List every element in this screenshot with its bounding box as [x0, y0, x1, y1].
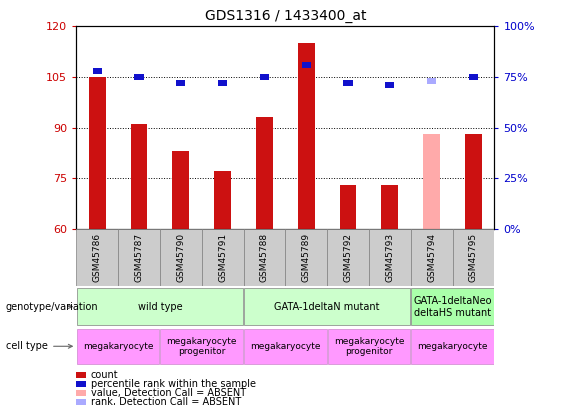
- Bar: [344, 80, 353, 86]
- Text: genotype/variation: genotype/variation: [6, 302, 98, 311]
- Text: GSM45793: GSM45793: [385, 232, 394, 282]
- Bar: [465, 134, 482, 229]
- Bar: [77, 288, 243, 325]
- Bar: [298, 43, 315, 229]
- Text: GSM45788: GSM45788: [260, 232, 269, 282]
- Bar: [469, 74, 478, 80]
- Bar: [260, 74, 269, 80]
- Bar: [244, 288, 410, 325]
- Text: megakaryocyte
progenitor: megakaryocyte progenitor: [167, 337, 237, 356]
- Bar: [244, 229, 285, 286]
- Bar: [285, 229, 327, 286]
- Text: GATA-1deltaNeo
deltaHS mutant: GATA-1deltaNeo deltaHS mutant: [414, 296, 492, 318]
- Bar: [131, 124, 147, 229]
- Bar: [327, 229, 369, 286]
- Text: GSM45791: GSM45791: [218, 232, 227, 282]
- Text: GSM45792: GSM45792: [344, 233, 353, 281]
- Text: GSM45787: GSM45787: [134, 232, 144, 282]
- Text: count: count: [91, 370, 119, 380]
- Text: GSM45789: GSM45789: [302, 232, 311, 282]
- Bar: [381, 185, 398, 229]
- Text: GSM45786: GSM45786: [93, 232, 102, 282]
- Text: GSM45790: GSM45790: [176, 232, 185, 282]
- Bar: [340, 185, 357, 229]
- Text: megakaryocyte: megakaryocyte: [418, 342, 488, 351]
- Bar: [411, 329, 494, 364]
- Bar: [93, 68, 102, 74]
- Bar: [214, 171, 231, 229]
- Bar: [89, 77, 106, 229]
- Bar: [385, 82, 394, 88]
- Text: megakaryocyte: megakaryocyte: [83, 342, 153, 351]
- Text: percentile rank within the sample: percentile rank within the sample: [91, 379, 256, 389]
- Bar: [423, 134, 440, 229]
- Text: megakaryocyte
progenitor: megakaryocyte progenitor: [334, 337, 404, 356]
- Bar: [118, 229, 160, 286]
- Text: cell type: cell type: [6, 341, 47, 351]
- Bar: [411, 229, 453, 286]
- Text: GATA-1deltaN mutant: GATA-1deltaN mutant: [275, 302, 380, 312]
- Bar: [202, 229, 244, 286]
- Text: rank, Detection Call = ABSENT: rank, Detection Call = ABSENT: [91, 397, 241, 405]
- Text: wild type: wild type: [138, 302, 182, 312]
- Bar: [369, 229, 411, 286]
- Bar: [244, 329, 327, 364]
- Text: GSM45795: GSM45795: [469, 232, 478, 282]
- Bar: [328, 329, 410, 364]
- Bar: [176, 80, 185, 86]
- Bar: [160, 329, 243, 364]
- Bar: [77, 329, 159, 364]
- Text: megakaryocyte: megakaryocyte: [250, 342, 320, 351]
- Bar: [76, 229, 118, 286]
- Bar: [302, 62, 311, 68]
- Bar: [453, 229, 494, 286]
- Text: value, Detection Call = ABSENT: value, Detection Call = ABSENT: [91, 388, 246, 398]
- Title: GDS1316 / 1433400_at: GDS1316 / 1433400_at: [205, 9, 366, 23]
- Bar: [172, 151, 189, 229]
- Bar: [218, 80, 227, 86]
- Bar: [134, 74, 144, 80]
- Bar: [411, 288, 494, 325]
- Bar: [160, 229, 202, 286]
- Bar: [256, 117, 273, 229]
- Bar: [427, 78, 436, 84]
- Text: GSM45794: GSM45794: [427, 233, 436, 281]
